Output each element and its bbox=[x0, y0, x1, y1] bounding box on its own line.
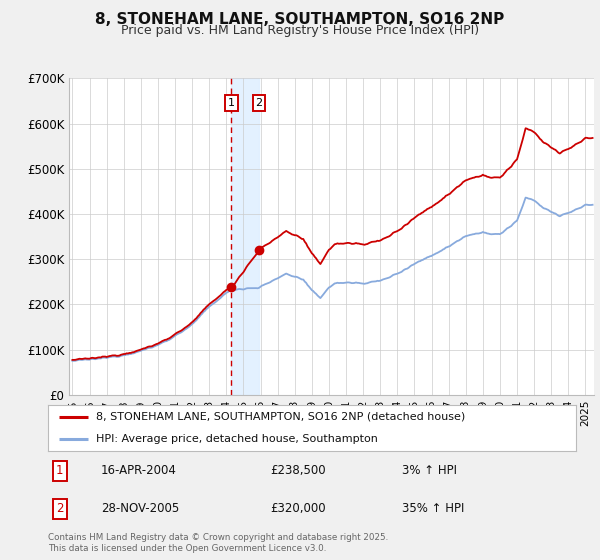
Text: HPI: Average price, detached house, Southampton: HPI: Average price, detached house, Sout… bbox=[95, 434, 377, 444]
Text: 8, STONEHAM LANE, SOUTHAMPTON, SO16 2NP: 8, STONEHAM LANE, SOUTHAMPTON, SO16 2NP bbox=[95, 12, 505, 27]
Text: 35% ↑ HPI: 35% ↑ HPI bbox=[402, 502, 464, 515]
Text: £238,500: £238,500 bbox=[270, 464, 325, 478]
Text: Contains HM Land Registry data © Crown copyright and database right 2025.
This d: Contains HM Land Registry data © Crown c… bbox=[48, 533, 388, 553]
Bar bbox=[232, 78, 259, 395]
Text: Price paid vs. HM Land Registry's House Price Index (HPI): Price paid vs. HM Land Registry's House … bbox=[121, 24, 479, 36]
Text: 2: 2 bbox=[256, 98, 263, 108]
Text: £320,000: £320,000 bbox=[270, 502, 325, 515]
Text: 2: 2 bbox=[56, 502, 64, 515]
Text: 1: 1 bbox=[56, 464, 64, 478]
Text: 28-NOV-2005: 28-NOV-2005 bbox=[101, 502, 179, 515]
Text: 3% ↑ HPI: 3% ↑ HPI bbox=[402, 464, 457, 478]
Text: 16-APR-2004: 16-APR-2004 bbox=[101, 464, 176, 478]
Text: 1: 1 bbox=[228, 98, 235, 108]
Text: 8, STONEHAM LANE, SOUTHAMPTON, SO16 2NP (detached house): 8, STONEHAM LANE, SOUTHAMPTON, SO16 2NP … bbox=[95, 412, 465, 422]
